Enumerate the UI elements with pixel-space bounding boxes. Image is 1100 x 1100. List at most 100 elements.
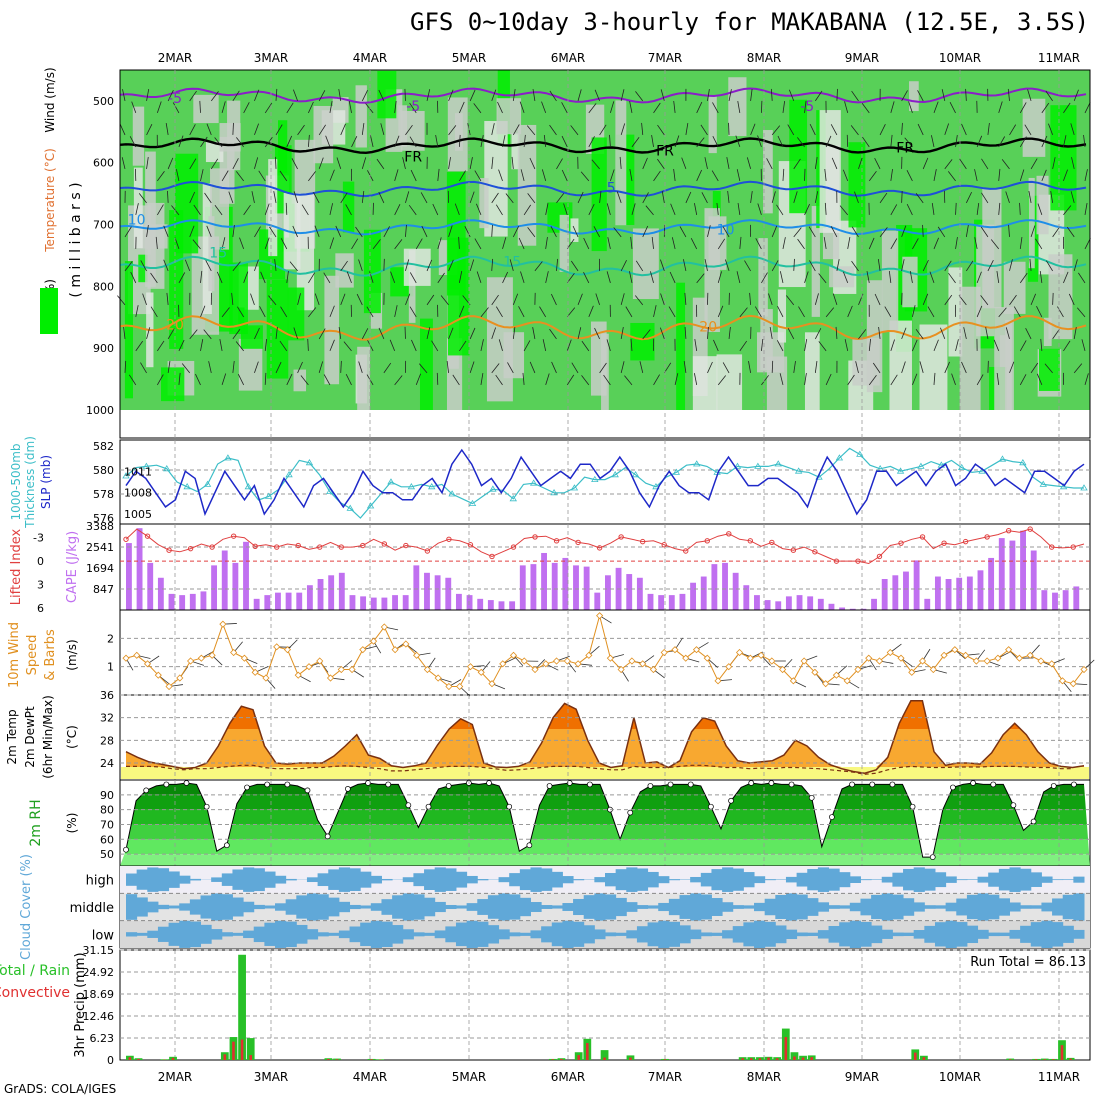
wind-barb bbox=[491, 294, 499, 306]
precip-convective-bar bbox=[223, 1054, 227, 1060]
cloud-row-label: high bbox=[86, 874, 114, 889]
cloud-bar bbox=[434, 901, 446, 913]
cloud-bar bbox=[306, 893, 319, 921]
cloud-bar bbox=[871, 925, 883, 944]
lifted-index-marker bbox=[123, 536, 129, 542]
wind-barb bbox=[454, 203, 460, 216]
wind-barb bbox=[588, 305, 594, 318]
wind-barb bbox=[264, 237, 270, 250]
rh-tick: 50 bbox=[100, 848, 114, 861]
wind-barb bbox=[1007, 88, 1010, 101]
cape-bar bbox=[711, 564, 718, 610]
rh-shading bbox=[202, 183, 212, 315]
rh-shading bbox=[676, 282, 686, 410]
wind-barb bbox=[931, 202, 935, 215]
wind-barb bbox=[684, 292, 687, 305]
precip-convective-bar bbox=[1060, 1045, 1064, 1060]
thickness-line-marker bbox=[1080, 484, 1088, 491]
cloud-bar bbox=[605, 894, 617, 920]
wind-speed-marker bbox=[187, 657, 195, 665]
cape-bar bbox=[849, 608, 856, 610]
wind-speed-marker bbox=[660, 648, 668, 657]
wind-barb bbox=[394, 203, 401, 216]
thickness-line-marker bbox=[733, 462, 742, 469]
rh-shading bbox=[848, 142, 866, 228]
wind-barb bbox=[642, 329, 651, 340]
cape-bar bbox=[349, 595, 356, 610]
thickness-line-marker bbox=[163, 465, 171, 472]
wind-barb bbox=[157, 204, 164, 216]
wind-barb bbox=[480, 307, 489, 318]
wind-barb bbox=[476, 271, 482, 284]
upper-frame bbox=[119, 69, 1091, 439]
cloud-bar bbox=[189, 899, 202, 915]
cloud-bar bbox=[1041, 876, 1053, 883]
cloud-bar bbox=[945, 902, 957, 912]
wind-barb bbox=[722, 226, 730, 238]
cloud-bar bbox=[977, 893, 989, 921]
slp-axis-label: SLP (mb) bbox=[39, 455, 53, 509]
wind-barb bbox=[318, 328, 326, 340]
wind-barb bbox=[944, 159, 953, 170]
wind-barb bbox=[901, 361, 906, 374]
wind-barb bbox=[737, 202, 741, 215]
wind-barb bbox=[325, 135, 331, 148]
wind-barb bbox=[728, 89, 732, 101]
rh-shading bbox=[210, 168, 229, 250]
cloud-bar bbox=[647, 871, 659, 888]
wind-barb bbox=[336, 157, 342, 170]
cloud-bar bbox=[466, 903, 478, 911]
wind-barb bbox=[645, 205, 654, 216]
wind-speed-marker bbox=[230, 648, 238, 657]
lifted-index-marker bbox=[187, 545, 194, 552]
wind-barb bbox=[915, 329, 924, 340]
cloud-bar bbox=[147, 930, 159, 938]
wind-barb bbox=[704, 157, 708, 169]
cape-bar bbox=[221, 550, 228, 610]
wind-speed-marker bbox=[1037, 657, 1045, 665]
wind-barb bbox=[273, 191, 277, 203]
precip-tick: 6.23 bbox=[90, 1032, 115, 1045]
wind-barb bbox=[793, 360, 796, 373]
wind-barb bbox=[878, 326, 881, 339]
wind-barb bbox=[167, 328, 175, 340]
wind-barb bbox=[1070, 123, 1075, 136]
rh-shading bbox=[590, 321, 607, 396]
wind-barb bbox=[280, 238, 288, 250]
rh-shading bbox=[919, 324, 948, 410]
cape-bar bbox=[1009, 540, 1016, 610]
thickness-line-marker bbox=[774, 460, 782, 467]
cape-bar bbox=[913, 560, 920, 610]
wind-barb bbox=[704, 259, 708, 271]
cloud-bar bbox=[434, 867, 446, 892]
lifted-index-marker bbox=[747, 538, 754, 544]
wind-barb bbox=[588, 103, 597, 114]
wind-barb bbox=[232, 261, 241, 272]
cloud-bar bbox=[871, 879, 883, 880]
wind-barb bbox=[606, 271, 611, 284]
wind-barb bbox=[825, 135, 832, 148]
wind-barb bbox=[581, 340, 590, 352]
cloud-axis-label: Cloud Cover (%) bbox=[19, 854, 34, 960]
thickness-line bbox=[125, 447, 1084, 519]
wind-barb bbox=[437, 168, 440, 181]
wind-barb bbox=[955, 202, 957, 215]
cloud-bar bbox=[956, 922, 968, 947]
wind-barb bbox=[717, 238, 726, 250]
cloud-bar bbox=[328, 932, 340, 936]
wind-barb bbox=[1019, 272, 1028, 284]
cape-bar bbox=[370, 597, 377, 610]
rh-marker bbox=[647, 783, 654, 789]
wind-barb bbox=[550, 293, 557, 306]
cloud-bar bbox=[871, 894, 883, 920]
rh-shading bbox=[484, 121, 508, 237]
rh-shading bbox=[1038, 348, 1060, 391]
cape-bar bbox=[647, 593, 654, 610]
cloud-bar bbox=[349, 868, 361, 892]
wind-barb bbox=[436, 372, 439, 385]
wind-barb bbox=[814, 360, 818, 373]
wind-barb bbox=[549, 328, 557, 340]
wind-speed-marker bbox=[832, 671, 840, 679]
cloud-bar bbox=[541, 905, 553, 909]
cloud-bar bbox=[126, 873, 138, 886]
